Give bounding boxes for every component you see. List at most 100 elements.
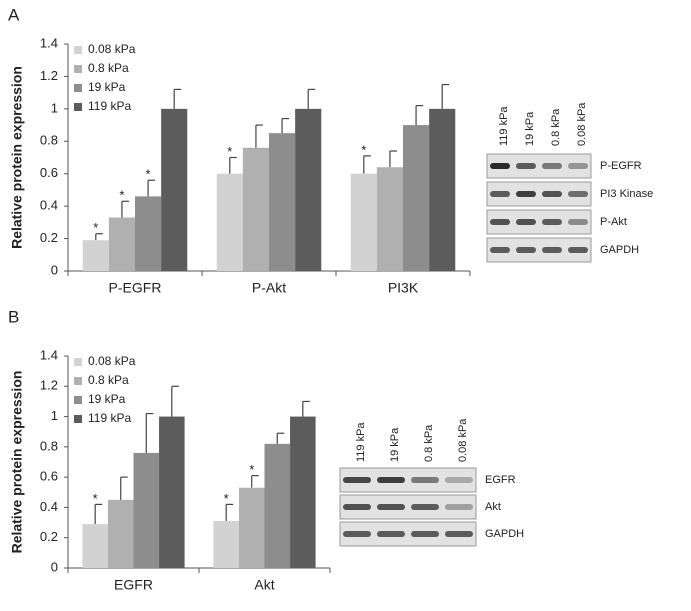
legend-swatch xyxy=(74,84,82,92)
lane-label: 119 kPa xyxy=(498,106,510,146)
y-tick-label: 0.4 xyxy=(40,198,58,213)
bar xyxy=(159,416,185,568)
y-tick-label: 0.4 xyxy=(40,499,58,514)
legend-swatch xyxy=(74,377,82,385)
y-tick-label: 0.6 xyxy=(40,165,58,180)
bar xyxy=(133,452,160,568)
lane-label: 0.08 kPa xyxy=(576,102,588,146)
band-label: P-Akt xyxy=(600,216,627,228)
lane-label: 0.08 kPa xyxy=(457,418,469,462)
blot-band xyxy=(516,219,536,225)
blot-band xyxy=(490,247,510,253)
x-tick-label: EGFR xyxy=(114,577,153,593)
bar xyxy=(82,240,109,271)
band-label: GAPDH xyxy=(485,528,524,540)
significance-marker: * xyxy=(227,144,232,159)
bar xyxy=(242,147,269,271)
legend-swatch xyxy=(74,396,82,404)
significance-marker: * xyxy=(119,188,124,203)
blot-band xyxy=(343,504,371,510)
bar xyxy=(108,217,135,271)
y-tick-label: 1.2 xyxy=(40,378,58,393)
blot-band xyxy=(542,163,562,169)
blot-band xyxy=(343,531,371,537)
significance-marker: * xyxy=(249,462,254,477)
bar xyxy=(107,499,134,568)
blot-band xyxy=(445,504,473,510)
bar xyxy=(135,196,162,271)
lane-label: 19 kPa xyxy=(389,427,401,462)
legend-label: 0.08 kPa xyxy=(88,354,136,368)
bar xyxy=(403,125,430,271)
significance-marker: * xyxy=(146,167,151,182)
blot-band xyxy=(568,163,588,169)
legend-label: 19 kPa xyxy=(88,80,126,94)
blot-band xyxy=(490,219,510,225)
significance-marker: * xyxy=(93,220,98,235)
y-tick-label: 1 xyxy=(51,408,58,423)
blot-band xyxy=(542,247,562,253)
blot-band xyxy=(516,247,536,253)
y-tick-label: 1.2 xyxy=(40,68,58,83)
bar xyxy=(376,167,403,271)
y-tick-label: 0 xyxy=(51,559,58,574)
legend-label: 0.08 kPa xyxy=(88,42,136,56)
x-tick-label: P-EGFR xyxy=(109,280,162,296)
bar xyxy=(295,108,322,271)
band-label: GAPDH xyxy=(600,244,639,256)
legend-label: 119 kPa xyxy=(88,99,131,113)
legend-swatch xyxy=(74,46,82,54)
x-tick-label: P-Akt xyxy=(252,280,286,296)
bar xyxy=(264,443,291,568)
legend-swatch xyxy=(74,103,82,111)
y-tick-label: 0.8 xyxy=(40,133,58,148)
bar xyxy=(350,173,377,271)
blot-band xyxy=(490,163,510,169)
y-tick-label: 0.6 xyxy=(40,469,58,484)
bar xyxy=(216,173,243,271)
blot-strip xyxy=(486,153,592,179)
panel-label: A xyxy=(8,5,20,24)
blot-band xyxy=(411,477,439,483)
blot-band xyxy=(490,191,510,197)
blot-band xyxy=(377,477,405,483)
significance-marker: * xyxy=(93,491,98,506)
x-tick-label: Akt xyxy=(254,577,274,593)
bar xyxy=(238,487,265,568)
blot-band xyxy=(568,191,588,197)
legend-swatch xyxy=(74,358,82,366)
legend-label: 19 kPa xyxy=(88,392,126,406)
y-tick-label: 0.2 xyxy=(40,529,58,544)
blot-band xyxy=(516,191,536,197)
bar xyxy=(269,133,296,271)
y-axis-title: Relative protein expression xyxy=(9,66,25,249)
band-label: Akt xyxy=(485,501,501,513)
y-tick-label: 1.4 xyxy=(40,35,58,50)
lane-label: 0.8 kPa xyxy=(423,424,435,462)
blot-band xyxy=(542,219,562,225)
y-tick-label: 0.8 xyxy=(40,438,58,453)
lane-label: 0.8 kPa xyxy=(550,108,562,146)
legend-swatch xyxy=(74,65,82,73)
x-tick-label: PI3K xyxy=(388,280,419,296)
band-label: PI3 Kinase xyxy=(600,188,653,200)
legend-swatch xyxy=(74,415,82,423)
blot-band xyxy=(377,531,405,537)
blot-band xyxy=(343,477,371,483)
blot-band xyxy=(445,531,473,537)
legend-label: 119 kPa xyxy=(88,411,131,425)
band-label: EGFR xyxy=(485,474,516,486)
bar xyxy=(429,108,456,271)
y-tick-label: 1.4 xyxy=(40,347,58,362)
panel-label: B xyxy=(8,307,19,326)
blot-band xyxy=(568,247,588,253)
y-tick-label: 0 xyxy=(51,262,58,277)
bar xyxy=(290,416,316,568)
significance-marker: * xyxy=(224,491,229,506)
blot-band xyxy=(568,219,588,225)
y-tick-label: 1 xyxy=(51,100,58,115)
significance-marker: * xyxy=(361,142,366,157)
legend-label: 0.8 kPa xyxy=(88,61,129,75)
bar xyxy=(161,108,188,271)
